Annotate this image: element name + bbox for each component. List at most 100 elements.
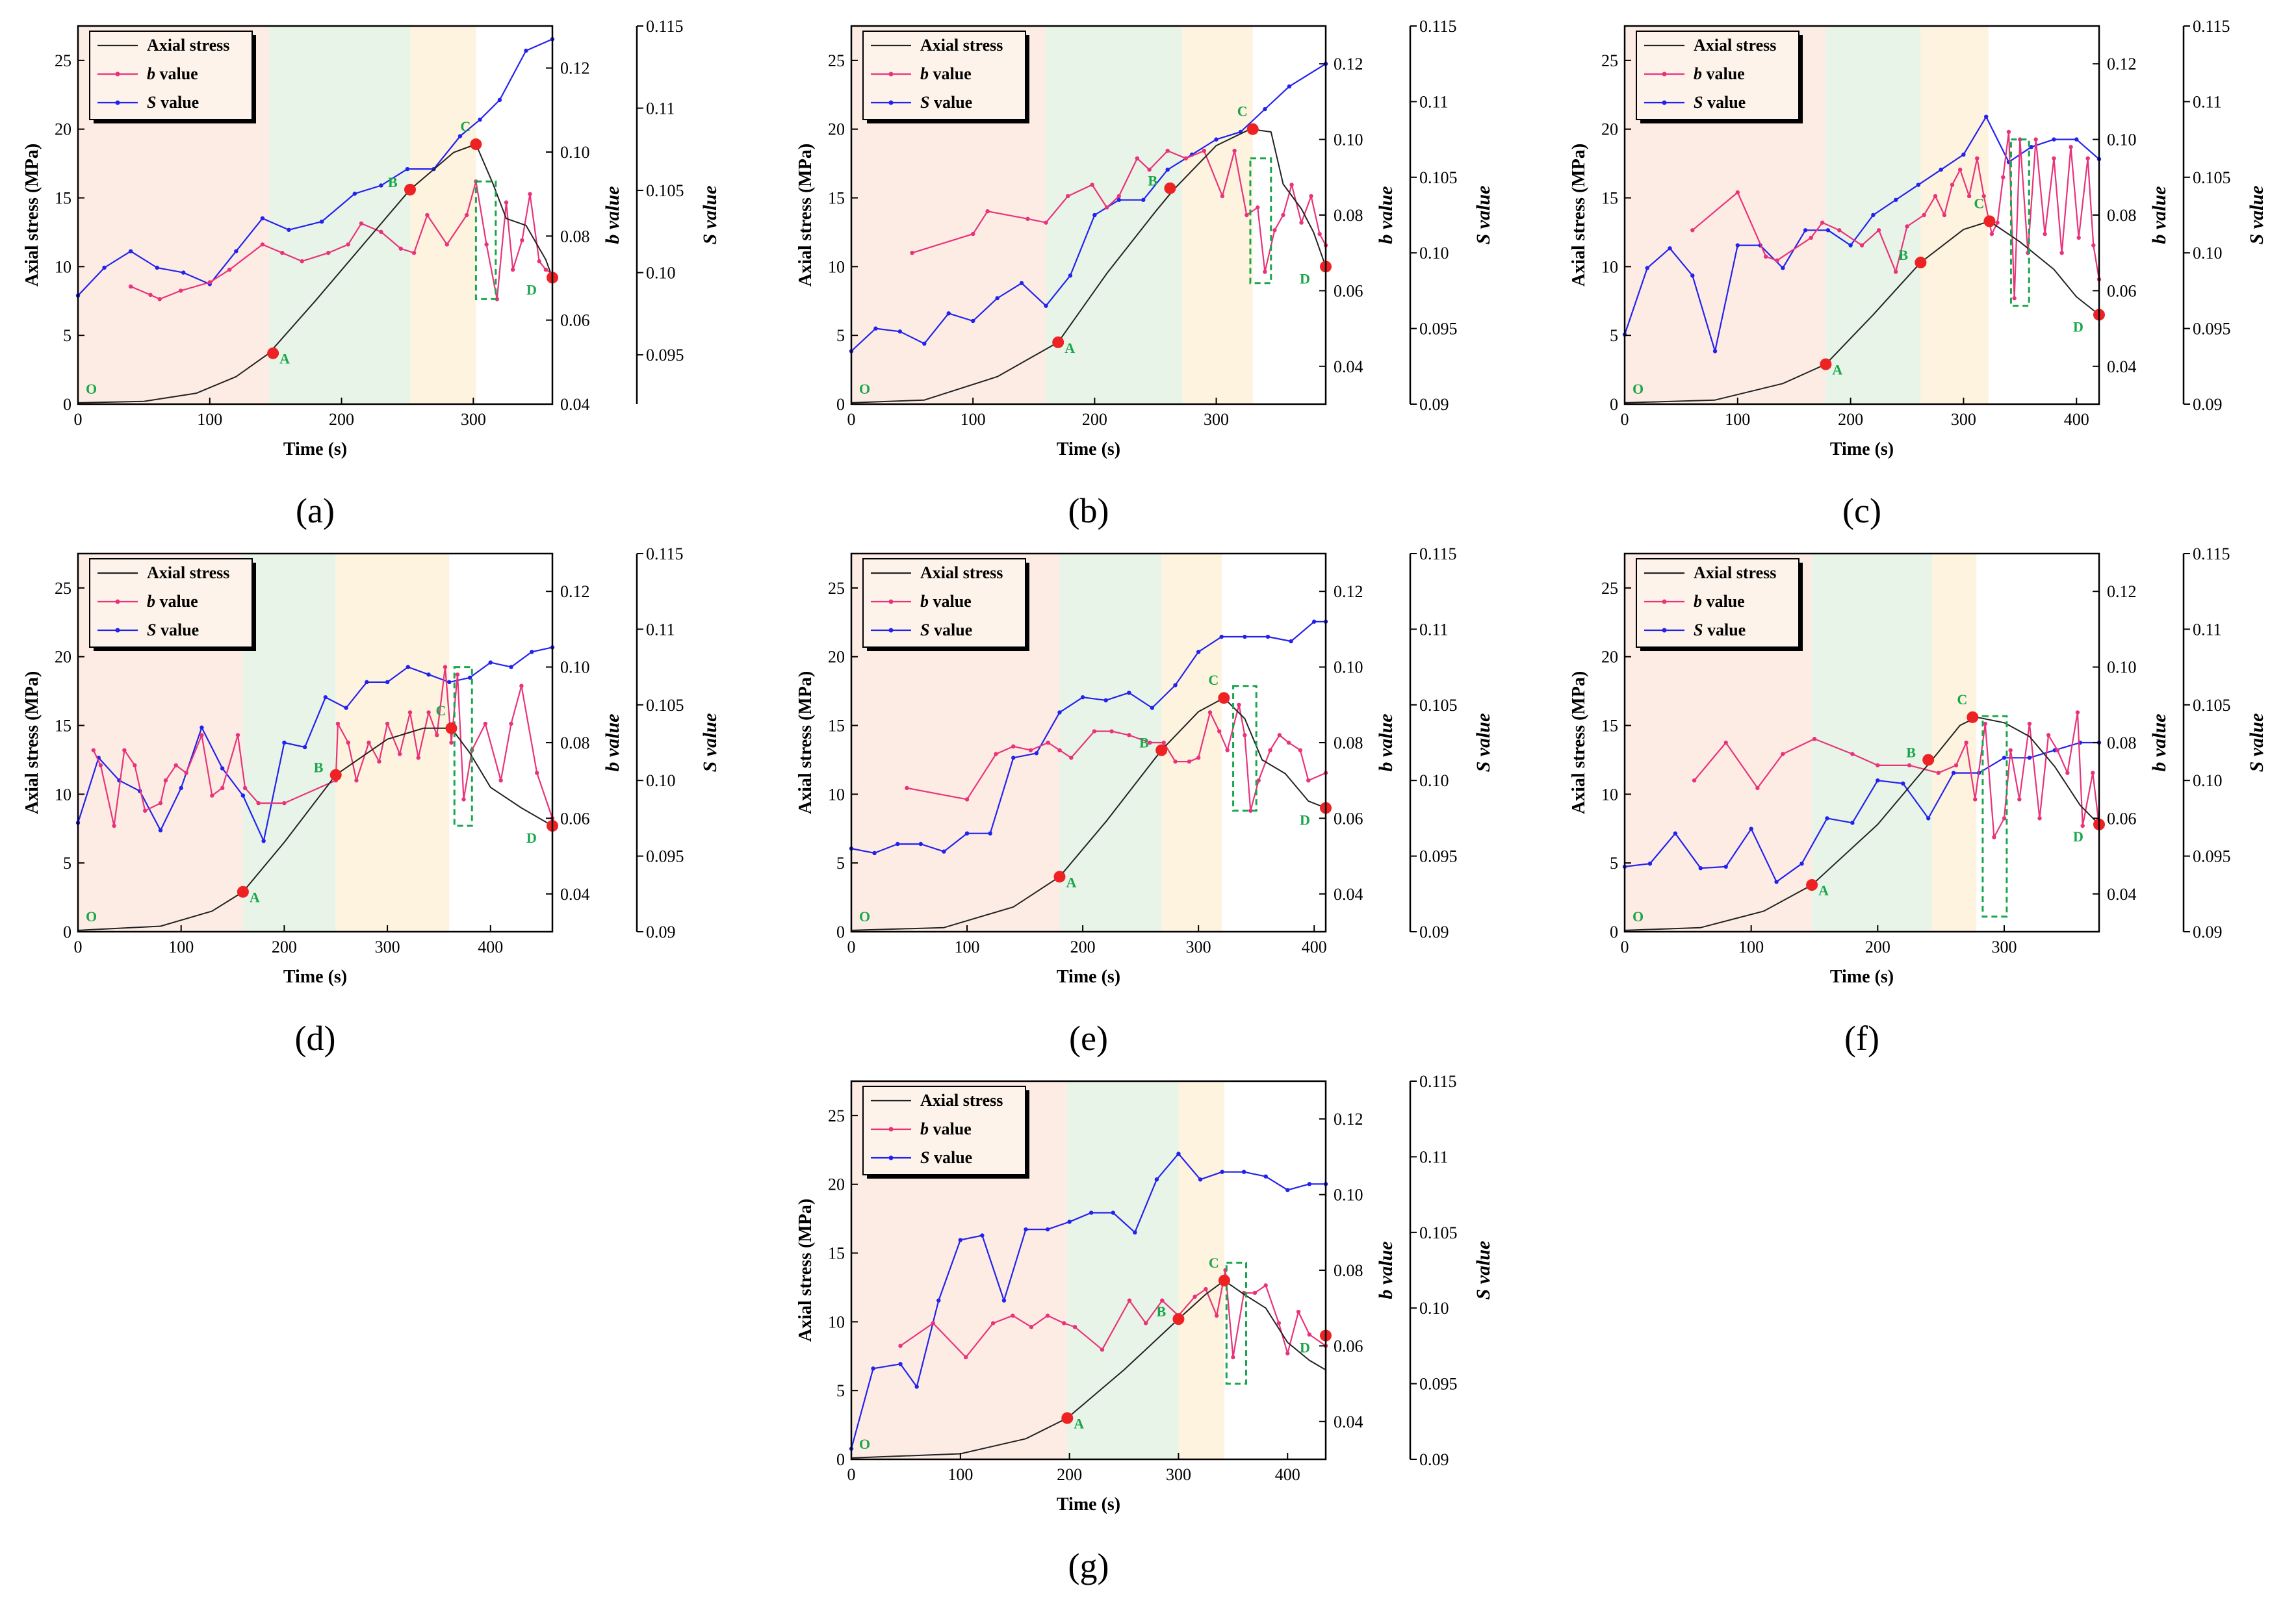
s-value-point-21 xyxy=(509,665,513,669)
b-value-point-24 xyxy=(1277,733,1282,737)
b-value-point-8 xyxy=(1876,228,1881,233)
b-value-point-18 xyxy=(1231,1355,1235,1360)
b-value-point-16 xyxy=(2017,797,2022,802)
b-value-point-6 xyxy=(158,800,163,806)
b-value-point-14 xyxy=(1193,1294,1197,1299)
s-tick-label: 0.09 xyxy=(1419,395,1449,414)
b-value-point-15 xyxy=(256,800,261,806)
s-tick-label: 0.115 xyxy=(646,544,684,563)
legend-b-value-label: b value xyxy=(147,64,198,83)
s-value-point-16 xyxy=(2027,756,2032,760)
s-value-point-1 xyxy=(1645,266,1649,270)
s-tick-label: 0.10 xyxy=(1419,1299,1449,1318)
b-value-point-14 xyxy=(242,786,248,791)
y-axis-label-s: S value xyxy=(699,186,721,245)
b-value-point-12 xyxy=(1160,1298,1165,1303)
b-value-point-8 xyxy=(300,259,304,264)
key-point-label-C: C xyxy=(460,118,471,134)
s-value-point-21 xyxy=(1307,1182,1312,1186)
s-value-point-18 xyxy=(1265,634,1271,639)
x-tick-label: 0 xyxy=(847,1465,856,1484)
y-axis-label-s: S value xyxy=(699,713,721,773)
s-value-point-8 xyxy=(1024,1227,1028,1232)
legend-axial-stress-label-var: Axial xyxy=(920,1091,959,1110)
b-value-point-8 xyxy=(174,763,178,768)
key-point-label-B: B xyxy=(314,760,324,776)
s-value-point-7 xyxy=(260,216,265,221)
s-value-point-3 xyxy=(914,1385,919,1389)
s-value-point-15 xyxy=(1196,650,1201,654)
b-value-point-2 xyxy=(157,297,162,301)
x-tick-label: 300 xyxy=(1204,410,1229,429)
b-value-point-13 xyxy=(1202,148,1207,153)
x-tick-label: 200 xyxy=(272,938,297,956)
s-value-point-11 xyxy=(302,745,307,750)
s-value-point-9 xyxy=(319,219,324,224)
key-point-B xyxy=(1922,754,1935,766)
b-tick-label: 0.04 xyxy=(1334,885,1363,904)
s-tick-label: 0.10 xyxy=(2193,771,2223,790)
key-point-C xyxy=(1983,215,1996,227)
b-value-point-1 xyxy=(1723,740,1728,745)
key-point-label-O: O xyxy=(859,908,870,925)
b-value-point-11 xyxy=(1148,740,1152,745)
s-value-point-14 xyxy=(1173,683,1178,687)
s-value-point-4 xyxy=(1723,864,1728,869)
b-value-point-9 xyxy=(1954,763,1959,768)
b-value-point-12 xyxy=(220,786,225,791)
b-value-point-25 xyxy=(1307,1332,1312,1337)
y-tick-label: 5 xyxy=(836,854,845,873)
b-value-point-7 xyxy=(1104,205,1109,210)
legend-axial-stress-label-rest: stress xyxy=(959,36,1003,55)
s-tick-label: 0.11 xyxy=(1419,92,1449,111)
b-value-point-32 xyxy=(2085,156,2090,160)
b-value-point-1 xyxy=(1735,190,1740,195)
b-tick-label: 0.04 xyxy=(2107,885,2137,904)
b-value-point-23 xyxy=(1268,748,1272,752)
key-point-B xyxy=(1164,182,1176,194)
b-tick-label: 0.08 xyxy=(1334,1261,1363,1280)
b-value-point-5 xyxy=(1029,1325,1034,1329)
legend-s-value-label: S value xyxy=(147,620,199,639)
s-value-point-2 xyxy=(897,329,903,334)
b-value-point-12 xyxy=(1183,156,1188,160)
y-tick-label: 20 xyxy=(828,648,845,667)
panel-caption: (c) xyxy=(1842,491,1881,530)
b-value-point-22 xyxy=(510,267,515,272)
s-tick-label: 0.105 xyxy=(2193,168,2231,187)
b-value-point-29 xyxy=(2059,251,2064,255)
s-value-point-11 xyxy=(1103,698,1108,703)
s-value-point-4 xyxy=(1712,349,1718,353)
b-tick-label: 0.08 xyxy=(1334,734,1363,752)
key-point-label-D: D xyxy=(1300,270,1310,287)
s-value-point-17 xyxy=(1243,634,1247,639)
s-value-point-15 xyxy=(1214,137,1219,142)
key-point-label-D: D xyxy=(2073,318,2083,335)
legend-axial-stress-label-rest: stress xyxy=(1732,563,1776,582)
s-value-point-2 xyxy=(1673,831,1678,836)
legend-axial-stress-label-rest: stress xyxy=(959,563,1003,582)
b-value-point-18 xyxy=(335,721,341,726)
s-value-point-10 xyxy=(1848,243,1853,248)
legend-s-value-marker xyxy=(888,1155,894,1160)
b-value-point-15 xyxy=(1204,1286,1208,1292)
legend-b-value-marker xyxy=(1662,71,1667,77)
b-value-point-11 xyxy=(359,221,364,226)
b-value-point-1 xyxy=(970,231,975,237)
b-value-point-5 xyxy=(227,267,232,272)
y-axis-label-stress: Axial stress (MPa) xyxy=(22,144,42,287)
s-value-point-9 xyxy=(261,839,266,843)
s-value-point-20 xyxy=(1311,619,1317,624)
s-tick-label: 0.105 xyxy=(1419,1223,1458,1242)
b-value-point-19 xyxy=(2046,733,2051,737)
b-value-point-2 xyxy=(985,209,990,214)
b-value-point-18 xyxy=(1225,748,1230,752)
y-tick-label: 15 xyxy=(55,189,71,208)
s-value-point-3 xyxy=(155,265,159,270)
stage-band-3 xyxy=(1182,26,1253,404)
legend-b-value-label-var: b xyxy=(920,592,929,611)
axial-stress-line xyxy=(1624,716,2100,931)
b-value-point-4 xyxy=(133,763,137,768)
x-tick-label: 400 xyxy=(2064,410,2089,429)
s-value-point-6 xyxy=(995,296,1000,301)
